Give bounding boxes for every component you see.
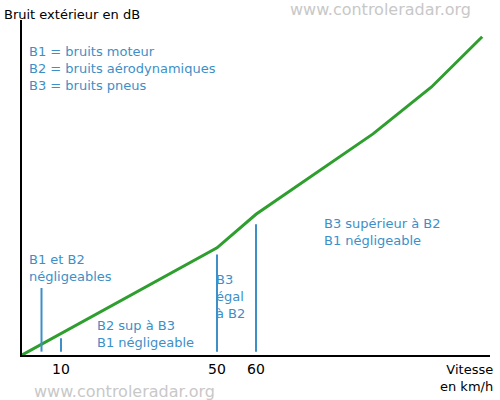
svg-text:B2 sup à B3B1 négligeable: B2 sup à B3B1 négligeable [97,318,194,350]
svg-text:B1 = bruits moteurB2 = bruits: B1 = bruits moteurB2 = bruits aérodynami… [29,44,216,93]
svg-text:B1 et B2négligeables: B1 et B2négligeables [29,252,112,284]
svg-text:B3égalà B2: B3égalà B2 [216,272,245,321]
svg-text:10: 10 [52,361,70,377]
svg-text:B3 supérieur à B2B1 négligeabl: B3 supérieur à B2B1 négligeable [324,216,441,248]
svg-text:www.controleradar.org: www.controleradar.org [290,0,471,19]
svg-text:60: 60 [247,361,265,377]
svg-text:Bruit extérieur en dB: Bruit extérieur en dB [4,7,140,22]
svg-text:www.controleradar.org: www.controleradar.org [34,382,215,400]
svg-text:Vitesseen km/h: Vitesseen km/h [440,362,493,394]
svg-text:50: 50 [208,361,226,377]
